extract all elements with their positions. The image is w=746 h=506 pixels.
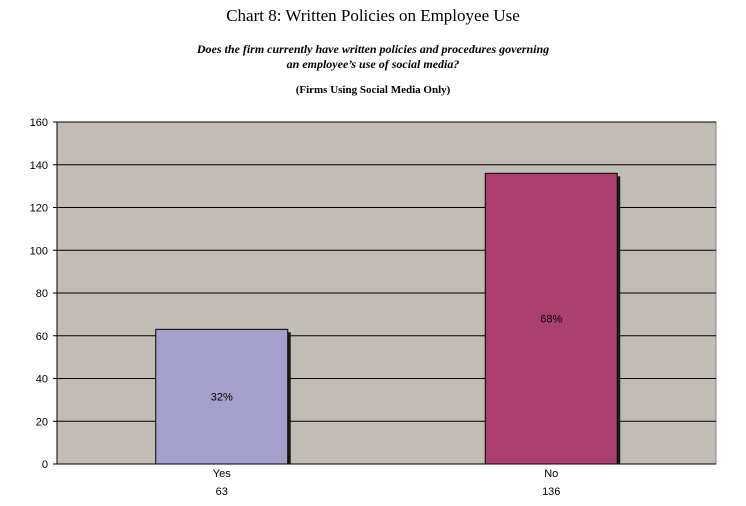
subtitle-line-2: an employee’s use of social media? <box>286 57 460 71</box>
y-tick-label: 0 <box>42 459 48 471</box>
x-category-count: 136 <box>542 486 560 498</box>
y-tick-label: 100 <box>30 245 48 257</box>
y-tick-label: 160 <box>30 117 48 129</box>
x-category-count: 63 <box>216 486 228 498</box>
bar-yes <box>155 328 289 465</box>
chart-subtitle: Does the firm currently have written pol… <box>150 42 596 72</box>
bar-no <box>484 172 618 465</box>
y-tick-label: 140 <box>30 160 48 172</box>
y-tick-label: 120 <box>30 203 48 215</box>
y-tick-label: 20 <box>36 416 48 428</box>
y-tick-label: 40 <box>36 374 48 386</box>
chart-note: (Firms Using Social Media Only) <box>295 84 451 96</box>
bar-data-label: 32% <box>211 392 233 404</box>
y-tick-label: 60 <box>36 331 48 343</box>
bar-data-label: 68% <box>540 314 562 326</box>
subtitle-line-1: Does the firm currently have written pol… <box>196 42 550 56</box>
x-category-label: No <box>544 468 558 480</box>
chart-title: Chart 8: Written Policies on Employee Us… <box>226 6 520 25</box>
y-tick-label: 80 <box>36 288 48 300</box>
x-category-label: Yes <box>213 468 231 480</box>
